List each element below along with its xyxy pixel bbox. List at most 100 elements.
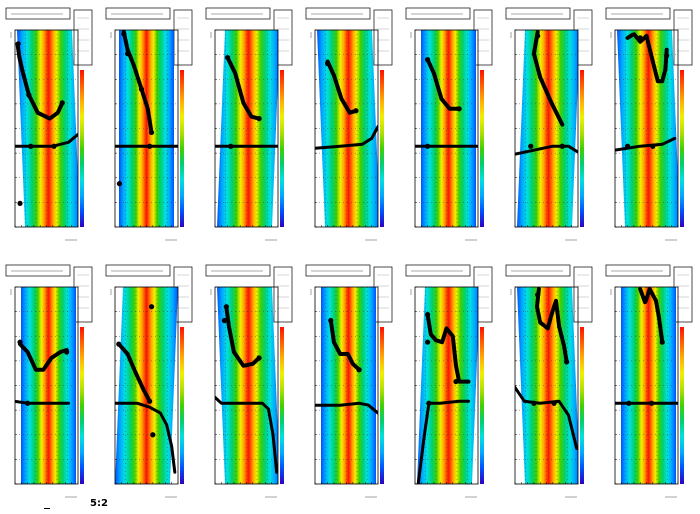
panels-grid bbox=[5, 7, 693, 498]
baseline-curve bbox=[515, 144, 578, 156]
z-scale bbox=[680, 327, 684, 484]
marker-point bbox=[625, 143, 631, 149]
curves bbox=[615, 287, 678, 406]
heatmap bbox=[15, 287, 78, 484]
footer-label: 5:2 bbox=[90, 498, 108, 509]
panel-1-6 bbox=[505, 7, 593, 241]
marker-point bbox=[148, 129, 155, 136]
panel-2-5 bbox=[405, 264, 493, 498]
marker-point bbox=[148, 304, 155, 310]
marker-point bbox=[17, 200, 23, 206]
heatmap-band bbox=[317, 30, 378, 227]
marker-point bbox=[425, 311, 431, 318]
marker-point bbox=[25, 400, 31, 406]
stats-box bbox=[273, 266, 293, 323]
curves bbox=[315, 317, 378, 415]
marker-point bbox=[147, 398, 153, 404]
marker-point bbox=[528, 143, 534, 149]
title-box bbox=[405, 7, 471, 20]
baseline-curve bbox=[315, 125, 378, 150]
title-box bbox=[405, 264, 471, 277]
curves bbox=[15, 339, 70, 406]
heatmap-band bbox=[517, 30, 578, 227]
marker-point bbox=[228, 143, 234, 149]
marker-point bbox=[626, 400, 632, 406]
panel-1-5 bbox=[405, 7, 493, 241]
curves bbox=[315, 59, 378, 150]
marker-point bbox=[535, 292, 541, 298]
title-box bbox=[505, 7, 571, 20]
marker-point bbox=[456, 106, 462, 112]
profile-curve bbox=[225, 55, 262, 121]
heatmap bbox=[315, 287, 378, 484]
marker-point bbox=[426, 400, 432, 406]
title-box bbox=[105, 264, 171, 277]
profile-curve bbox=[121, 30, 154, 135]
curves bbox=[115, 30, 178, 187]
stats-box bbox=[673, 9, 693, 66]
panel-2-4 bbox=[305, 264, 393, 498]
marker-point bbox=[256, 355, 262, 361]
panel-1-2 bbox=[105, 7, 193, 241]
marker-point bbox=[535, 33, 541, 39]
title-box bbox=[305, 264, 371, 277]
baseline-curve bbox=[115, 401, 177, 474]
stats-box bbox=[573, 266, 593, 323]
heatmap-band bbox=[115, 287, 178, 484]
marker-point bbox=[225, 54, 231, 61]
profile-curve bbox=[325, 59, 358, 115]
baseline-curve bbox=[515, 386, 578, 450]
marker-point bbox=[221, 317, 228, 324]
z-scale bbox=[180, 70, 184, 227]
marker-point bbox=[325, 60, 331, 67]
panel-1-4 bbox=[305, 7, 393, 241]
z-scale bbox=[280, 327, 284, 484]
stats-box bbox=[73, 9, 93, 66]
title-box bbox=[605, 7, 671, 20]
baseline-curve bbox=[416, 399, 470, 484]
heatmap-band bbox=[517, 287, 578, 484]
stats-box bbox=[373, 266, 393, 323]
z-scale bbox=[480, 327, 484, 484]
heatmap bbox=[115, 30, 178, 227]
marker-point bbox=[664, 53, 670, 59]
stats-box bbox=[373, 9, 393, 66]
marker-point bbox=[147, 143, 153, 149]
marker-point bbox=[559, 143, 565, 149]
profile-curve bbox=[328, 318, 362, 372]
curves bbox=[215, 304, 278, 474]
heatmap bbox=[215, 287, 278, 484]
marker-point bbox=[425, 339, 431, 345]
marker-point bbox=[223, 304, 229, 310]
curves bbox=[515, 30, 578, 156]
title-box bbox=[105, 7, 171, 20]
z-scale bbox=[580, 70, 584, 227]
heatmap bbox=[115, 287, 178, 484]
marker-point bbox=[425, 143, 431, 149]
baseline-curve bbox=[315, 401, 378, 415]
z-scale bbox=[480, 70, 484, 227]
title-box bbox=[605, 264, 671, 277]
z-scale bbox=[380, 70, 384, 227]
marker-point bbox=[551, 400, 557, 406]
z-scale bbox=[580, 327, 584, 484]
marker-point bbox=[353, 108, 359, 114]
stats-box bbox=[473, 9, 493, 66]
heatmap bbox=[515, 30, 578, 227]
heatmap-band bbox=[21, 287, 76, 484]
stats-box bbox=[173, 9, 193, 66]
title-box bbox=[5, 264, 71, 277]
baseline-curve bbox=[15, 399, 70, 405]
profile-curve bbox=[535, 287, 569, 364]
z-scale bbox=[180, 327, 184, 484]
stats-box bbox=[673, 266, 693, 323]
marker-point bbox=[650, 143, 656, 149]
marker-point bbox=[116, 341, 122, 347]
profile-curve bbox=[425, 312, 471, 384]
title-box bbox=[205, 7, 271, 20]
marker-point bbox=[138, 86, 145, 92]
marker-point bbox=[256, 116, 262, 122]
marker-point bbox=[26, 92, 32, 98]
profile-curve bbox=[116, 342, 152, 404]
marker-point bbox=[28, 143, 34, 149]
